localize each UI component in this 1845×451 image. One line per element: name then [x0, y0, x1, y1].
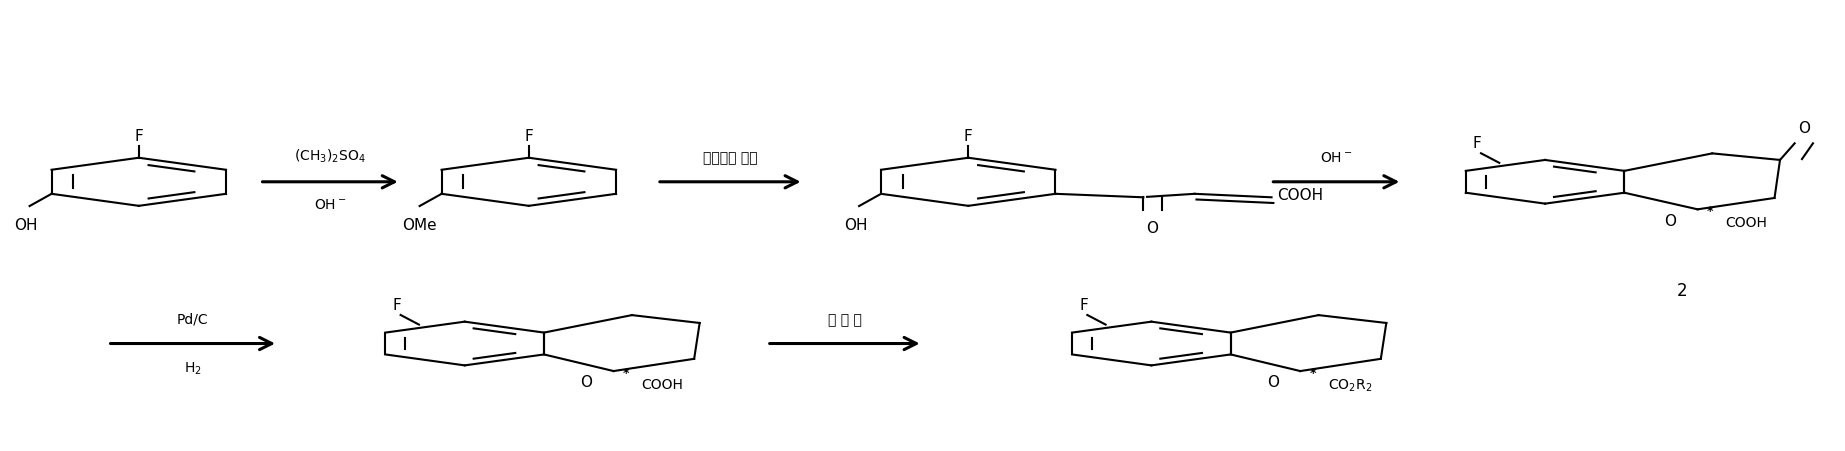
Text: CO$_2$R$_2$: CO$_2$R$_2$ [1328, 377, 1373, 394]
Text: F: F [1079, 298, 1089, 313]
Text: O: O [1146, 221, 1159, 236]
Text: F: F [135, 129, 144, 144]
Text: COOH: COOH [640, 377, 683, 391]
Text: OH: OH [15, 218, 37, 233]
Text: OH$^-$: OH$^-$ [314, 198, 347, 212]
Text: *: * [1310, 367, 1315, 380]
Text: 2: 2 [1677, 282, 1688, 300]
Text: F: F [1472, 137, 1482, 152]
Text: O: O [1268, 375, 1279, 390]
Text: 顺丁烯二 酸酐: 顺丁烯二 酸酐 [703, 151, 758, 165]
Text: OH: OH [843, 218, 867, 233]
Text: O: O [579, 375, 592, 390]
Text: H$_2$: H$_2$ [184, 360, 201, 377]
Text: F: F [524, 129, 533, 144]
Text: O: O [1664, 214, 1675, 229]
Text: F: F [963, 129, 972, 144]
Text: OMe: OMe [402, 218, 437, 233]
Text: 催 化 剂: 催 化 剂 [828, 313, 862, 327]
Text: (CH$_3$)$_2$SO$_4$: (CH$_3$)$_2$SO$_4$ [293, 148, 365, 165]
Text: OH$^-$: OH$^-$ [1319, 151, 1352, 165]
Text: COOH: COOH [1277, 188, 1323, 202]
Text: Pd/C: Pd/C [177, 313, 208, 327]
Text: O: O [1797, 121, 1810, 136]
Text: *: * [624, 367, 629, 380]
Text: *: * [1707, 205, 1714, 218]
Text: COOH: COOH [1725, 216, 1768, 230]
Text: F: F [393, 298, 402, 313]
